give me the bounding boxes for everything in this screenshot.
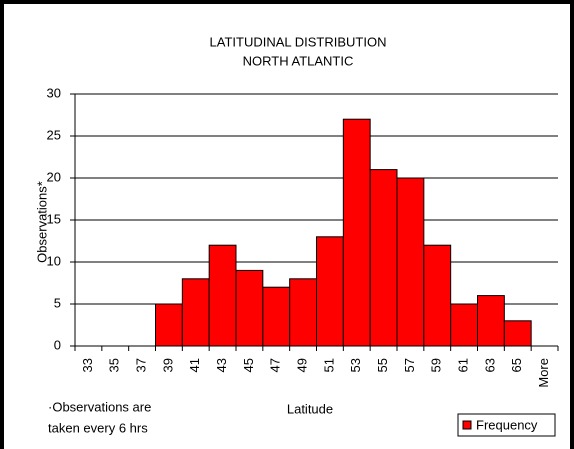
bar bbox=[477, 295, 505, 347]
bar bbox=[503, 320, 532, 347]
x-tick-label: 33 bbox=[80, 358, 95, 372]
footnote: taken every 6 hrs bbox=[48, 420, 148, 435]
x-tick-label: 59 bbox=[429, 358, 444, 372]
x-tick-label: More bbox=[536, 358, 551, 388]
bar bbox=[342, 118, 371, 347]
x-axis-label: Latitude bbox=[287, 401, 333, 416]
x-tick-label: 41 bbox=[187, 358, 202, 372]
y-tick-label: 10 bbox=[47, 253, 61, 268]
x-tick-label: 47 bbox=[268, 358, 283, 372]
y-tick-label: 25 bbox=[47, 127, 61, 142]
y-tick-label: 20 bbox=[47, 169, 61, 184]
chart-title: LATITUDINAL DISTRIBUTION bbox=[210, 34, 387, 49]
bar bbox=[369, 169, 398, 347]
y-tick-label: 0 bbox=[54, 337, 61, 352]
y-tick-label: 15 bbox=[47, 211, 61, 226]
bar bbox=[181, 278, 210, 347]
x-tick-label: 39 bbox=[160, 358, 175, 372]
bar bbox=[208, 244, 237, 347]
x-tick-label: 45 bbox=[241, 358, 256, 372]
bar bbox=[235, 269, 264, 347]
x-tick-label: 49 bbox=[295, 358, 310, 372]
x-tick-label: 51 bbox=[321, 358, 336, 372]
bar bbox=[289, 278, 317, 347]
x-tick-label: 43 bbox=[214, 358, 229, 372]
x-tick-label: 53 bbox=[348, 358, 363, 372]
bar bbox=[450, 303, 478, 347]
y-axis-label: Observations* bbox=[34, 181, 49, 263]
x-tick-label: 57 bbox=[402, 358, 417, 372]
legend-box bbox=[457, 413, 556, 437]
x-tick-label: 55 bbox=[375, 358, 390, 372]
chart-subtitle: NORTH ATLANTIC bbox=[243, 53, 354, 68]
x-tick-label: 65 bbox=[509, 358, 524, 372]
x-tick-label: 37 bbox=[134, 358, 149, 372]
x-tick-label: 63 bbox=[482, 358, 497, 372]
legend-label: Frequency bbox=[476, 417, 538, 432]
bar bbox=[423, 244, 452, 347]
bar bbox=[316, 236, 344, 347]
footnote: ·Observations are bbox=[48, 399, 151, 414]
bar bbox=[396, 177, 425, 347]
bar bbox=[155, 303, 183, 347]
y-tick-label: 5 bbox=[54, 295, 61, 310]
y-tick-label: 30 bbox=[47, 85, 61, 100]
x-tick-label: 35 bbox=[107, 358, 122, 372]
x-tick-label: 61 bbox=[456, 358, 471, 372]
bar bbox=[262, 286, 291, 347]
legend-swatch bbox=[462, 420, 472, 430]
